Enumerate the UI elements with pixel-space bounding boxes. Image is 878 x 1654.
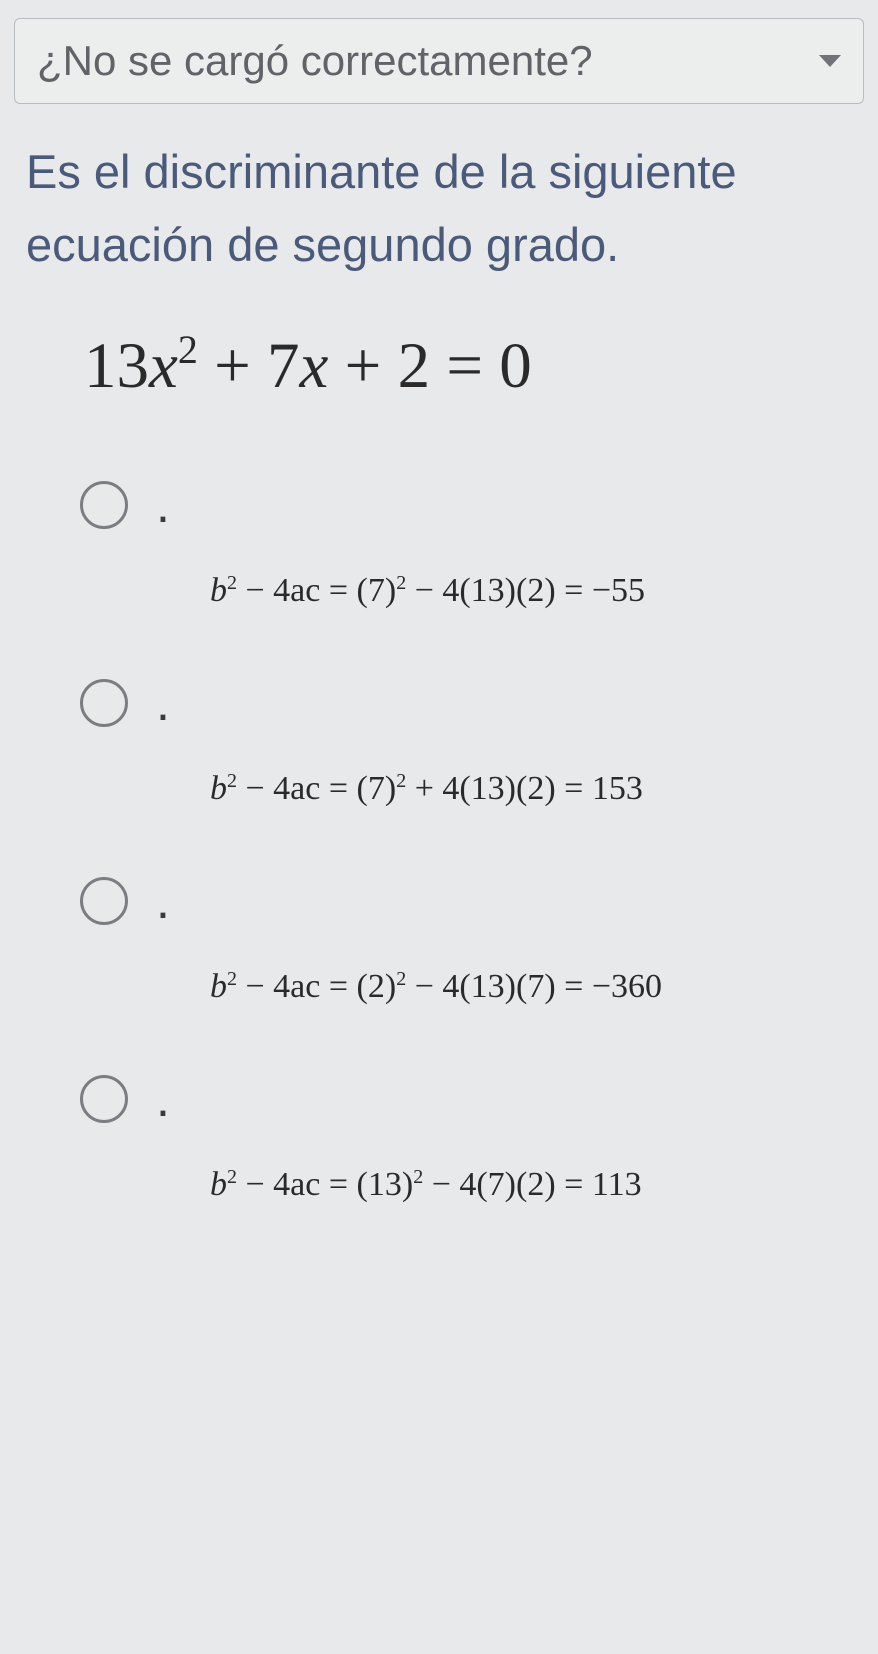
f-b: b: [210, 1166, 227, 1203]
option-2-formula: b2 − 4ac = (7)2 + 4(13)(2) = 153: [0, 728, 878, 850]
f-result: 153: [592, 770, 643, 807]
f-b: b: [210, 968, 227, 1005]
f-b: b: [210, 572, 227, 609]
option-2-row[interactable]: .: [0, 652, 878, 728]
f-result: −55: [592, 572, 645, 609]
option-3-formula: b2 − 4ac = (2)2 − 4(13)(7) = −360: [0, 926, 878, 1048]
option-4-formula: b2 − 4ac = (13)2 − 4(7)(2) = 113: [0, 1124, 878, 1246]
radio-icon[interactable]: [80, 481, 128, 529]
option-marker: .: [156, 678, 170, 728]
main-equation: 13x2 + 7x + 2 = 0: [26, 282, 852, 424]
radio-icon[interactable]: [80, 877, 128, 925]
f-mid: − 4(13)(2) =: [406, 572, 592, 609]
f-rest: − 4ac = (7): [237, 770, 396, 807]
option-1-row[interactable]: .: [0, 454, 878, 530]
option-1: . b2 − 4ac = (7)2 − 4(13)(2) = −55: [0, 454, 878, 652]
f-rest: − 4ac = (7): [237, 572, 396, 609]
option-marker: .: [156, 480, 170, 530]
question-text: Es el discriminante de la siguiente ecua…: [26, 136, 852, 282]
option-2: . b2 − 4ac = (7)2 + 4(13)(2) = 153: [0, 652, 878, 850]
radio-icon[interactable]: [80, 1075, 128, 1123]
option-1-formula: b2 − 4ac = (7)2 − 4(13)(2) = −55: [0, 530, 878, 652]
f-mid: + 4(13)(2) =: [406, 770, 592, 807]
f-b: b: [210, 770, 227, 807]
option-marker: .: [156, 1074, 170, 1124]
load-error-dropdown[interactable]: ¿No se cargó correctamente?: [14, 18, 864, 104]
option-3: . b2 − 4ac = (2)2 − 4(13)(7) = −360: [0, 850, 878, 1048]
eq-coef-c: 2: [398, 330, 431, 402]
question-block: Es el discriminante de la siguiente ecua…: [0, 114, 878, 424]
eq-coef-b: 7: [267, 330, 300, 402]
option-3-row[interactable]: .: [0, 850, 878, 926]
eq-coef-a: 13: [84, 330, 149, 402]
f-mid: − 4(7)(2) =: [423, 1166, 592, 1203]
eq-rhs: 0: [499, 330, 532, 402]
option-4: . b2 − 4ac = (13)2 − 4(7)(2) = 113: [0, 1048, 878, 1246]
options-list: . b2 − 4ac = (7)2 − 4(13)(2) = −55 . b2 …: [0, 424, 878, 1246]
radio-icon[interactable]: [80, 679, 128, 727]
option-4-row[interactable]: .: [0, 1048, 878, 1124]
f-mid: − 4(13)(7) =: [406, 968, 592, 1005]
f-rest: − 4ac = (13): [237, 1166, 413, 1203]
f-result: −360: [592, 968, 662, 1005]
f-rest: − 4ac = (2): [237, 968, 396, 1005]
chevron-down-icon: [819, 55, 841, 67]
dropdown-label: ¿No se cargó correctamente?: [37, 37, 593, 85]
f-result: 113: [592, 1166, 642, 1203]
option-marker: .: [156, 876, 170, 926]
